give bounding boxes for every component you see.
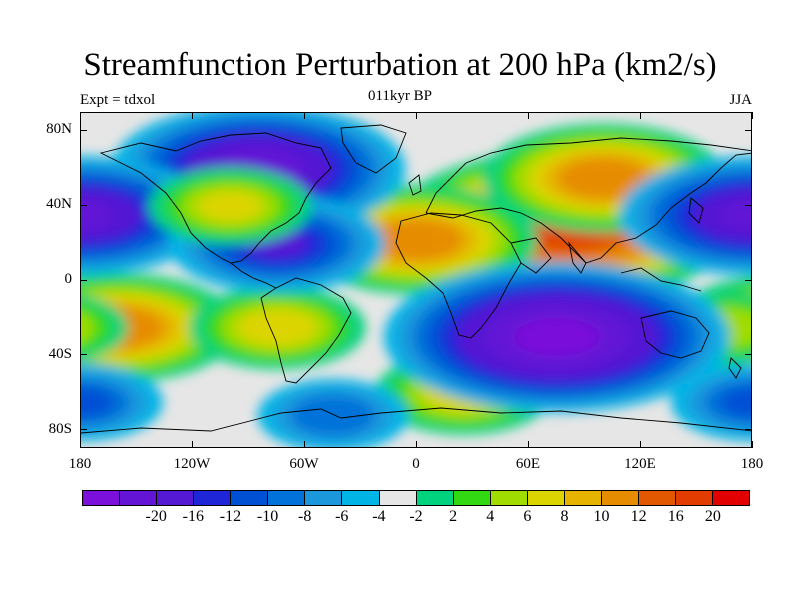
colorbar-label-6: -4 <box>372 508 386 525</box>
colorbar-label-7: -2 <box>409 508 423 525</box>
lat-label-eq: 0 <box>64 271 73 287</box>
lon-label-120e: 120E <box>624 456 656 472</box>
lat-tick-0-l <box>80 130 87 132</box>
contour-south-america-east-high-8 <box>236 308 318 347</box>
lon-tick-3-t <box>415 112 417 119</box>
lon-label-120w: 120W <box>173 456 211 472</box>
lon-label-60e: 60E <box>515 456 541 472</box>
colorbar-swatch-3 <box>194 491 232 505</box>
colorbar-label-1: -16 <box>182 508 204 525</box>
colorbar <box>82 490 750 506</box>
contour-west-pacific-low-16 <box>723 202 751 229</box>
lat-tick-3-r <box>745 354 752 356</box>
lon-tick-1-t <box>191 112 193 119</box>
colorbar-label-4: -8 <box>297 508 312 525</box>
colorbar-swatch-10 <box>453 491 491 505</box>
contour-map <box>81 113 751 447</box>
colorbar-swatch-17 <box>713 491 750 505</box>
colorbar-label-5: -6 <box>335 508 349 525</box>
colorbar-label-13: 12 <box>630 508 647 525</box>
lat-label-40s: 40S <box>48 346 72 362</box>
lat-tick-1-r <box>745 204 752 206</box>
colorbar-label-11: 8 <box>560 508 569 525</box>
colorbar-swatch-5 <box>268 491 306 505</box>
lon-tick-0-t <box>79 112 81 119</box>
colorbar-swatch-7 <box>342 491 380 505</box>
contour-australia-high-6-wrap <box>81 312 95 343</box>
season-label: JJA <box>729 92 752 108</box>
map-title: Streamfunction Perturbation at 200 hPa (… <box>83 47 717 83</box>
period-label: 011kyr BP <box>367 88 433 104</box>
lat-label-80n: 80N <box>46 121 72 137</box>
contour-indian-ocean-low-20 <box>513 318 601 356</box>
lat-label-40n: 40N <box>46 196 72 212</box>
lon-tick-0-b <box>79 441 81 448</box>
colorbar-label-9: 4 <box>486 508 495 525</box>
coastlines <box>81 124 751 434</box>
lon-label-60w: 60W <box>289 456 319 472</box>
contour-south-pacific-low-8-wrap <box>81 386 114 418</box>
colorbar-swatch-14 <box>601 491 639 505</box>
lon-tick-6-b <box>751 441 753 448</box>
lat-label-80s: 80S <box>48 421 72 437</box>
colorbar-label-8: 2 <box>449 508 458 525</box>
lon-tick-1-b <box>191 441 193 448</box>
lat-tick-2-l <box>80 279 87 281</box>
colorbar-swatch-8 <box>379 491 417 505</box>
colorbar-swatch-1 <box>120 491 158 505</box>
colorbar-label-10: 6 <box>523 508 532 525</box>
colorbar-swatch-13 <box>564 491 602 505</box>
lon-tick-2-t <box>303 112 305 119</box>
contour-antarctic-low-6 <box>291 395 375 436</box>
colorbar-label-2: -12 <box>219 508 242 525</box>
lon-tick-4-t <box>527 112 529 119</box>
lat-tick-0-r <box>745 130 752 132</box>
map-panel <box>80 112 752 448</box>
colorbar-label-12: 10 <box>593 508 610 525</box>
lon-tick-2-b <box>303 441 305 448</box>
lon-tick-3-b <box>415 441 417 448</box>
contour-australia-high-4-wrap <box>81 302 112 353</box>
lat-tick-3-l <box>80 354 87 356</box>
colorbar-swatch-9 <box>416 491 454 505</box>
lat-tick-4-r <box>745 428 752 430</box>
contour-west-pacific-low-16-wrap <box>81 202 111 229</box>
colorbar-label-0: -20 <box>145 508 167 525</box>
colorbar-swatch-15 <box>638 491 676 505</box>
lat-tick-2-r <box>745 279 752 281</box>
lon-tick-4-b <box>527 441 529 448</box>
colorbar-swatch-6 <box>305 491 343 505</box>
lon-tick-6-t <box>751 112 753 119</box>
lat-tick-1-l <box>80 204 87 206</box>
colorbar-swatch-0 <box>83 491 121 505</box>
lon-label-0: 0 <box>412 456 420 472</box>
contour-east-siberia-high-12 <box>558 157 650 199</box>
contour-west-pacific-low-12 <box>693 189 751 243</box>
lon-tick-5-t <box>639 112 641 119</box>
colorbar-swatch-2 <box>157 491 195 505</box>
contour-west-us-high-8 <box>197 190 264 222</box>
lat-tick-4-l <box>80 428 87 430</box>
colorbar-swatch-11 <box>490 491 528 505</box>
colorbar-swatch-12 <box>527 491 565 505</box>
colorbar-label-14: 16 <box>667 508 684 525</box>
colorbar-label-3: -10 <box>256 508 279 525</box>
perturbation-fields <box>81 113 751 447</box>
lon-tick-5-b <box>639 441 641 448</box>
lon-label-180w: 180 <box>68 456 92 472</box>
contour-north-africa-anticyclone-12 <box>371 219 463 261</box>
lon-label-180e: 180 <box>740 456 764 472</box>
colorbar-swatch-16 <box>676 491 714 505</box>
colorbar-label-15: 20 <box>704 508 721 525</box>
colorbar-swatch-4 <box>231 491 269 505</box>
experiment-label: Expt = tdxol <box>80 92 156 108</box>
contour-south-pacific-low-8 <box>720 386 751 418</box>
